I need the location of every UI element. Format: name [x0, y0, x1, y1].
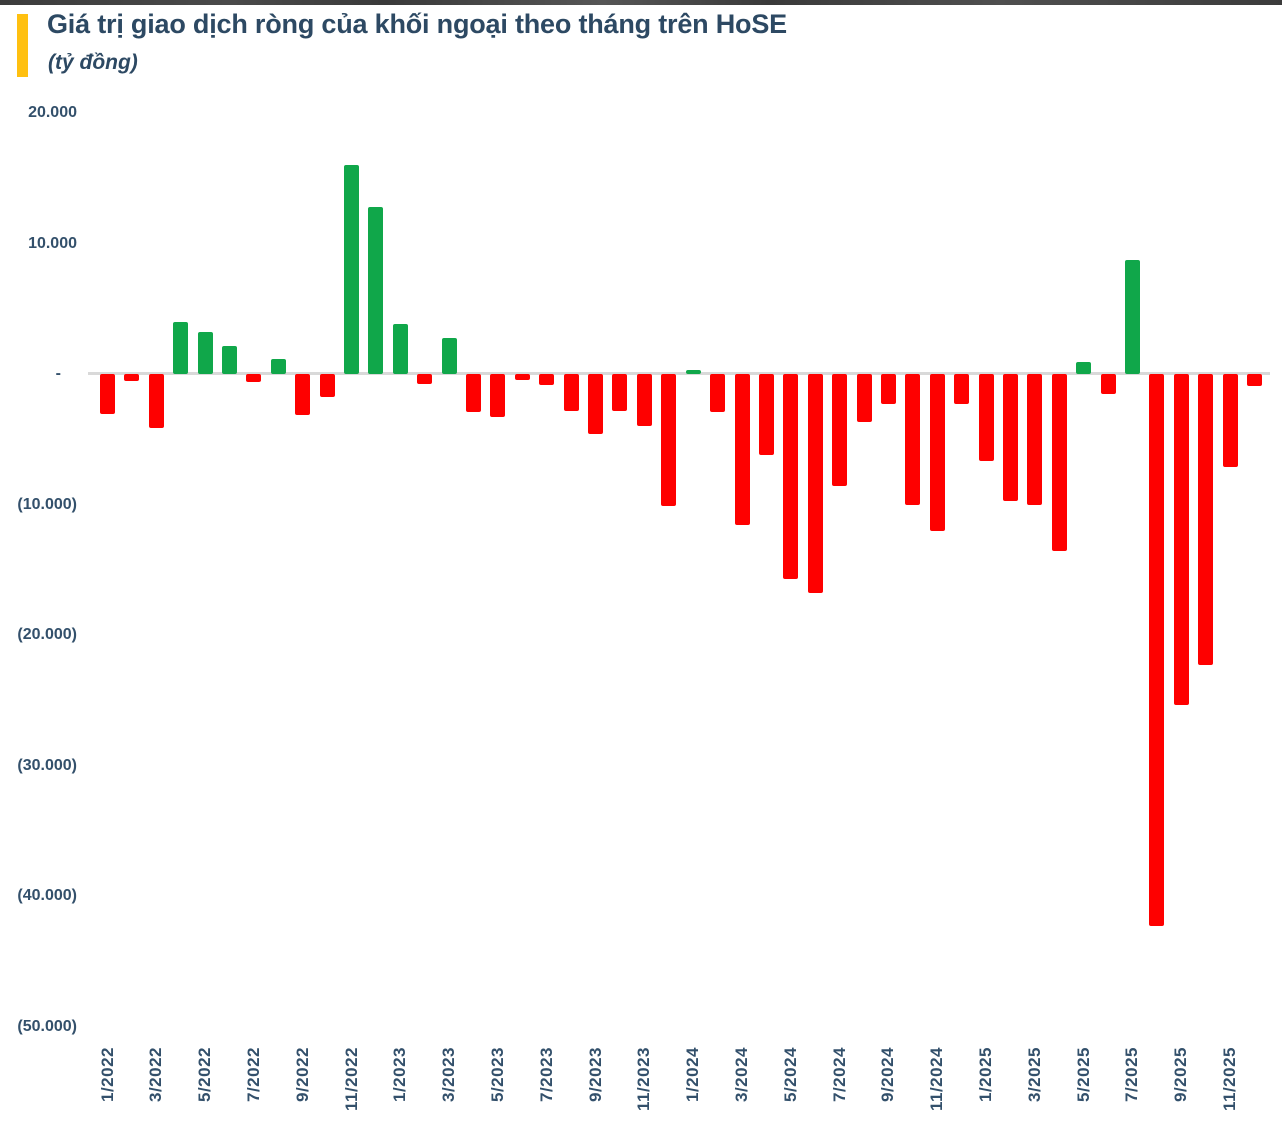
bar-8/2025 — [1149, 374, 1165, 926]
x-tick-label: 3/2023 — [439, 1047, 459, 1102]
x-tick-label: 5/2022 — [195, 1047, 215, 1102]
bar-4/2022 — [173, 321, 189, 374]
bar-8/2022 — [270, 358, 286, 374]
bar-3/2024 — [734, 374, 750, 526]
bar-11/2022 — [344, 165, 360, 374]
x-tick-label: 11/2024 — [927, 1047, 947, 1112]
x-tick-label: 9/2023 — [585, 1047, 605, 1102]
bar-10/2025 — [1198, 374, 1214, 665]
bar-12/2025 — [1246, 374, 1262, 387]
x-tick-label: 9/2025 — [1171, 1047, 1191, 1102]
bar-11/2023 — [636, 374, 652, 427]
x-tick-label: 1/2022 — [97, 1047, 117, 1102]
bar-9/2025 — [1173, 374, 1189, 706]
bar-12/2023 — [661, 374, 677, 506]
bar-3/2022 — [148, 374, 164, 428]
x-tick-label: 3/2024 — [732, 1047, 751, 1102]
y-tick-label: (30.000) — [17, 756, 77, 774]
bar-11/2024 — [929, 374, 945, 532]
x-tick-label: 11/2022 — [341, 1047, 361, 1112]
bar-1/2024 — [685, 370, 701, 374]
bar-12/2024 — [954, 374, 970, 404]
zero-axis-line — [88, 372, 1270, 375]
y-tick-label: 20.000 — [28, 104, 77, 121]
bar-9/2023 — [588, 374, 604, 435]
bar-2/2022 — [124, 374, 140, 382]
bar-3/2023 — [441, 338, 457, 374]
x-tick-label: 1/2023 — [390, 1047, 410, 1102]
bar-12/2022 — [368, 206, 384, 374]
y-tick-label: 10.000 — [28, 234, 77, 252]
bar-9/2024 — [880, 374, 896, 404]
bar-10/2022 — [319, 374, 335, 397]
chart-title: Giá trị giao dịch ròng của khối ngoại th… — [47, 9, 787, 39]
bar-7/2025 — [1124, 259, 1140, 374]
bar-4/2023 — [466, 374, 482, 413]
y-tick-label: (40.000) — [17, 887, 77, 904]
bar-4/2025 — [1051, 374, 1067, 552]
x-tick-label: 5/2023 — [487, 1047, 507, 1102]
bar-5/2025 — [1076, 361, 1092, 374]
x-tick-label: 5/2025 — [1073, 1047, 1093, 1102]
bar-3/2025 — [1027, 374, 1043, 506]
bar-6/2025 — [1100, 374, 1116, 395]
x-tick-label: 9/2022 — [292, 1047, 312, 1102]
bar-8/2023 — [563, 374, 579, 411]
bar-5/2024 — [783, 374, 799, 579]
bar-5/2022 — [197, 332, 213, 374]
x-tick-label: 3/2022 — [146, 1047, 166, 1102]
bar-9/2022 — [295, 374, 311, 416]
bar-7/2024 — [832, 374, 848, 486]
y-tick-label: (20.000) — [17, 626, 77, 643]
bar-6/2022 — [222, 345, 238, 374]
bar-4/2024 — [758, 374, 774, 455]
bar-6/2024 — [807, 374, 823, 593]
chart-unit-subtitle: (tỷ đồng) — [48, 51, 138, 74]
x-tick-label: 11/2025 — [1220, 1047, 1240, 1112]
x-tick-label: 1/2025 — [976, 1047, 996, 1102]
x-tick-label: 1/2024 — [683, 1047, 703, 1102]
title-accent-bar — [17, 14, 28, 77]
y-tick-label: - — [55, 365, 61, 382]
x-tick-label: 7/2024 — [829, 1047, 849, 1102]
bar-7/2023 — [539, 374, 555, 386]
bar-7/2022 — [246, 374, 262, 382]
bar-2/2023 — [417, 374, 433, 385]
x-tick-label: 3/2025 — [1024, 1047, 1044, 1102]
x-tick-label: 5/2024 — [780, 1047, 800, 1102]
x-tick-label: 9/2024 — [878, 1047, 898, 1102]
bar-5/2023 — [490, 374, 506, 418]
x-tick-label: 11/2023 — [634, 1047, 654, 1112]
bar-8/2024 — [856, 374, 872, 423]
bar-1/2022 — [100, 374, 115, 415]
x-tick-label: 7/2023 — [536, 1047, 556, 1102]
y-tick-label: (50.000) — [17, 1017, 77, 1035]
bar-1/2023 — [392, 323, 408, 374]
bar-6/2023 — [514, 374, 530, 380]
bar-10/2024 — [905, 374, 921, 506]
bar-11/2025 — [1222, 374, 1238, 467]
bar-2/2025 — [1002, 374, 1018, 502]
x-tick-label: 7/2025 — [1122, 1047, 1142, 1102]
x-tick-label: 7/2022 — [243, 1047, 263, 1102]
bar-10/2023 — [612, 374, 628, 412]
y-tick-label: (10.000) — [17, 495, 77, 513]
window-edge-strip — [0, 0, 1282, 5]
bar-1/2025 — [978, 374, 994, 461]
bar-2/2024 — [710, 374, 726, 412]
